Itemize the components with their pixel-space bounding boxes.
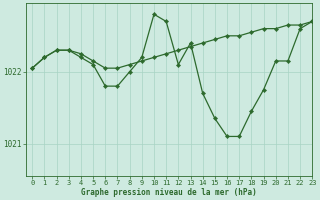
X-axis label: Graphe pression niveau de la mer (hPa): Graphe pression niveau de la mer (hPa) [81,188,257,197]
